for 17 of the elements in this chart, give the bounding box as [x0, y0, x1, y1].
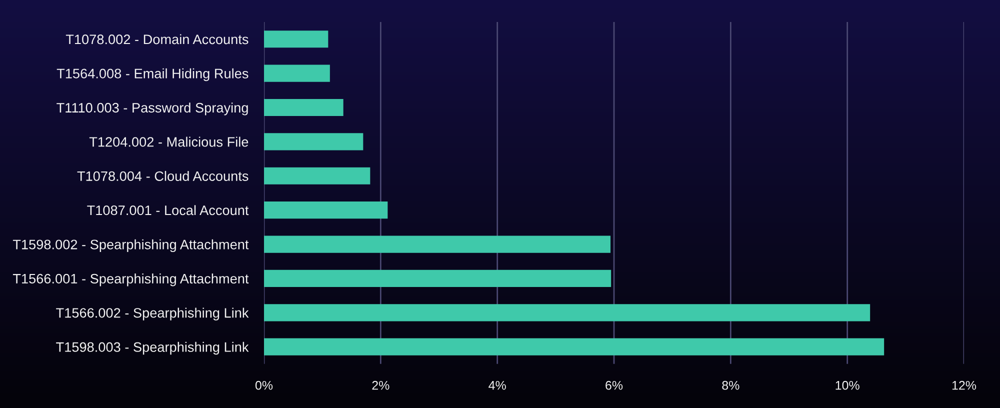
y-tick-label: T1204.002 - Malicious File	[89, 136, 248, 147]
x-tick-label: 6%	[606, 380, 623, 390]
y-tick-label: T1598.002 - Spearphishing Attachment	[12, 239, 249, 252]
y-tick-label: T1566.001 - Spearphishing Attachment	[12, 274, 249, 286]
y-tick-label: T1078.002 - Domain Accounts	[66, 34, 248, 44]
y-tick-label: T1087.001 - Local Account	[87, 205, 249, 216]
y-tick-label: T1078.004 - Cloud Accounts	[77, 170, 248, 181]
x-tick-label: 10%	[836, 380, 860, 390]
y-tick-label: T1598.003 - Spearphishing Link	[56, 342, 249, 355]
x-tick-label: 8%	[722, 380, 740, 390]
y-tick-label: T1564.008 - Email Hiding Rules	[56, 68, 248, 82]
y-tick-label: T1110.003 - Password Spraying	[56, 102, 248, 116]
x-tick-label: 2%	[372, 380, 390, 390]
y-tick-label: T1566.002 - Spearphishing Link	[56, 308, 249, 320]
x-tick-label: 12%	[952, 380, 976, 390]
x-tick-label: 0%	[255, 380, 273, 390]
x-tick-label: 4%	[488, 380, 506, 390]
